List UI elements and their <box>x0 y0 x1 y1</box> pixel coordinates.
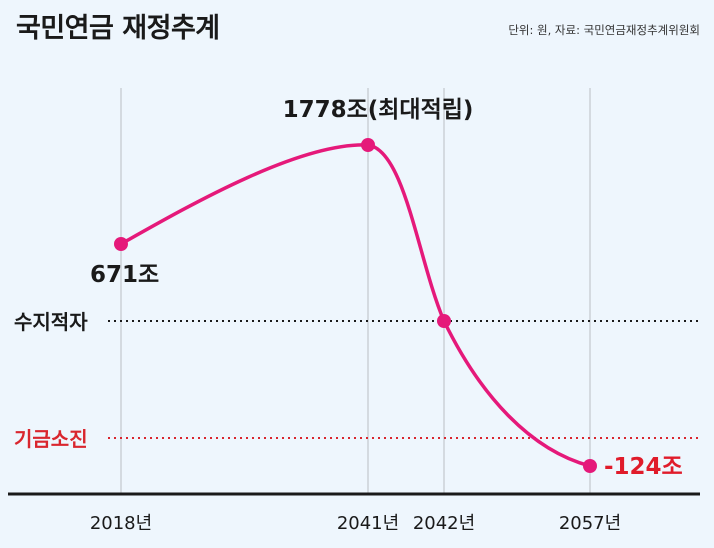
data-point-2042 <box>437 314 451 328</box>
data-point-2041 <box>361 138 375 152</box>
source-note: 단위: 원, 자료: 국민연금재정추계위원회 <box>508 23 700 37</box>
x-tick-labels: 2018년 2041년 2042년 2057년 <box>90 513 621 534</box>
depletion-reference-label: 기금소진 <box>14 427 88 451</box>
data-labels: 671조 1778조(최대적립) -124조 <box>90 97 683 480</box>
x-tick-label-2018: 2018년 <box>90 513 152 534</box>
data-label-2018: 671조 <box>90 262 159 288</box>
data-points <box>114 138 597 473</box>
data-point-2018 <box>114 237 128 251</box>
deficit-reference-label: 수지적자 <box>14 310 88 334</box>
data-label-2041: 1778조(최대적립) <box>283 97 474 123</box>
x-tick-label-2042: 2042년 <box>413 513 475 534</box>
series-line <box>119 143 592 468</box>
x-tick-label-2041: 2041년 <box>337 513 399 534</box>
data-point-2057 <box>583 459 597 473</box>
data-label-2057: -124조 <box>604 454 683 480</box>
x-tick-label-2057: 2057년 <box>559 513 621 534</box>
gridlines <box>120 88 591 494</box>
chart-title: 국민연금 재정추계 <box>16 13 220 44</box>
